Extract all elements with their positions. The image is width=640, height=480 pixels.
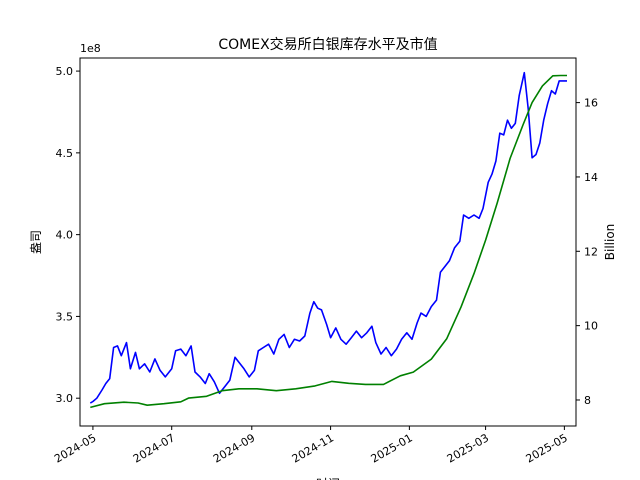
right-y-tick-label: 8 bbox=[584, 394, 591, 407]
series-line-inventory bbox=[89, 71, 567, 404]
right-y-tick-label: 16 bbox=[584, 97, 598, 110]
right-y-axis-label: Billion bbox=[603, 224, 617, 261]
plot-frame bbox=[79, 57, 577, 427]
left-y-axis-label: 盎司 bbox=[29, 230, 43, 254]
left-y-tick-label: 5.0 bbox=[56, 65, 74, 78]
right-y-tick-label: 10 bbox=[584, 320, 598, 333]
right-y-tick-label: 12 bbox=[584, 245, 598, 258]
plot-area bbox=[89, 71, 567, 409]
chart-title: COMEX交易所白银库存水平及市值 bbox=[218, 36, 437, 53]
left-y-tick-label: 3.5 bbox=[56, 310, 74, 323]
series-line-market-value bbox=[90, 74, 567, 409]
right-y-tick-label: 14 bbox=[584, 171, 598, 184]
x-axis-label: 时间 bbox=[316, 477, 340, 480]
left-y-axis-ticks: 3.0 3.5 4.0 4.5 5.0 bbox=[56, 65, 80, 405]
left-y-tick-label: 4.5 bbox=[56, 147, 74, 160]
right-y-axis-ticks: 8 10 12 14 16 bbox=[576, 97, 598, 407]
left-y-tick-label: 4.0 bbox=[56, 229, 74, 242]
left-axis-offset: 1e8 bbox=[80, 42, 101, 55]
left-y-tick-label: 3.0 bbox=[56, 392, 74, 405]
